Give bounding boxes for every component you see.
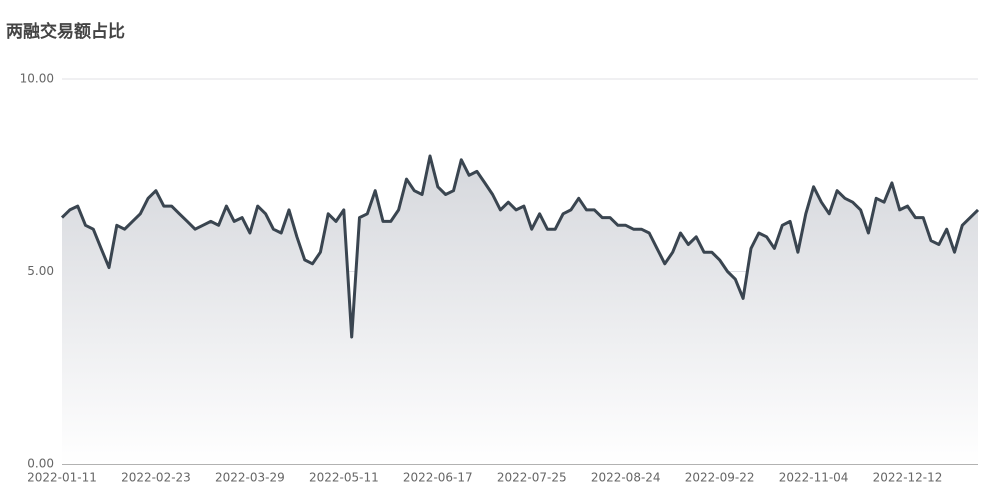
x-tick-label: 2022-07-25 bbox=[497, 471, 567, 485]
line bbox=[60, 154, 980, 339]
x-tick-label: 2022-12-12 bbox=[873, 471, 943, 485]
x-tick-label: 2022-02-23 bbox=[121, 471, 191, 485]
x-tick-label: 2022-01-11 bbox=[27, 471, 97, 485]
x-tick-label: 2022-03-29 bbox=[215, 471, 285, 485]
y-tick-label: 10.00 bbox=[20, 72, 54, 86]
chart-title: 两融交易额占比 bbox=[6, 21, 125, 42]
x-tick-label: 2022-05-11 bbox=[309, 471, 379, 485]
y-tick-label: 0.00 bbox=[27, 457, 54, 471]
y-tick-label: 5.00 bbox=[27, 264, 54, 278]
x-tick-label: 2022-06-17 bbox=[403, 471, 473, 485]
x-tick-label: 2022-11-04 bbox=[779, 471, 849, 485]
x-tick-label: 2022-08-24 bbox=[591, 471, 661, 485]
x-tick-label: 2022-09-22 bbox=[685, 471, 755, 485]
area bbox=[62, 156, 978, 464]
